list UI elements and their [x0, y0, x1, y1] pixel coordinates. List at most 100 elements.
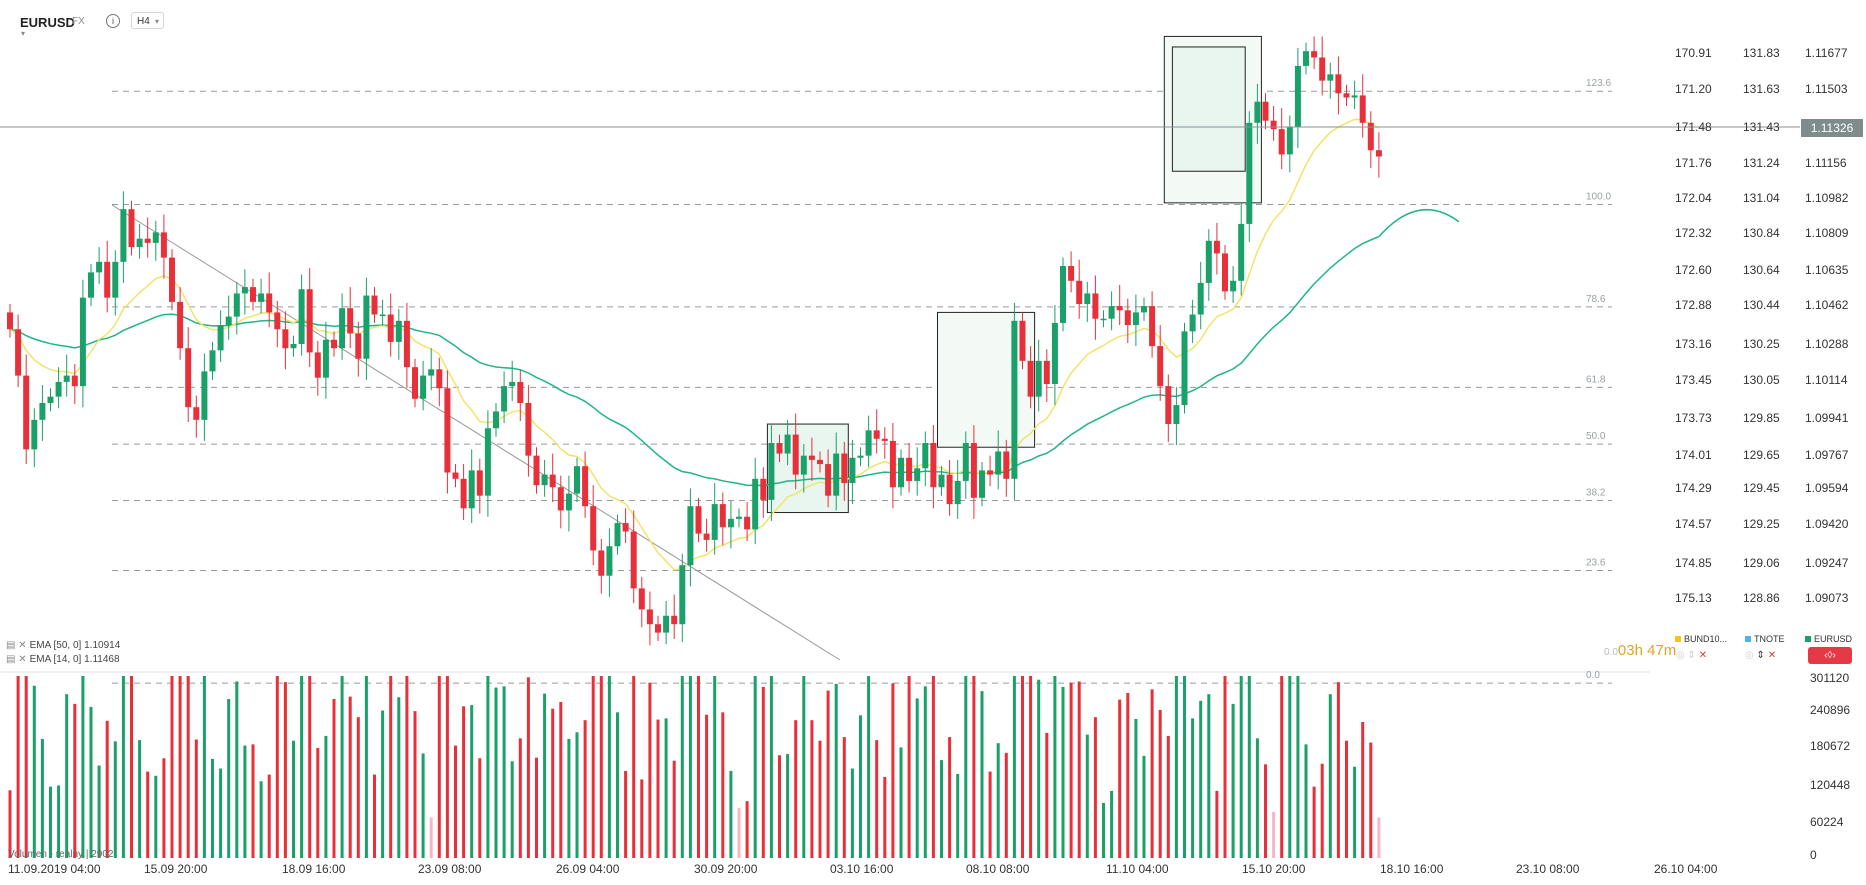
candle-body	[23, 375, 30, 450]
volume-bar	[381, 710, 385, 858]
volume-bar	[146, 771, 150, 858]
candle-body	[646, 609, 653, 625]
candle-body	[1084, 293, 1091, 304]
volume-bar	[267, 774, 271, 858]
candle-body	[906, 457, 913, 481]
legend-tnote[interactable]: TNOTE	[1745, 634, 1785, 644]
candle-body	[1311, 51, 1318, 58]
candle-body	[501, 386, 508, 412]
candle-body	[1173, 405, 1180, 425]
legend-bund[interactable]: BUND10...	[1675, 634, 1727, 644]
volume-bar	[186, 676, 190, 858]
y-tick-bund: 174.85	[1675, 556, 1712, 570]
candle-body	[525, 402, 532, 456]
y-tick-tnote: 129.85	[1743, 411, 1780, 425]
x-tick-label: 15.10 20:00	[1242, 862, 1306, 876]
menu-icon[interactable]: ▤ ✕	[6, 654, 27, 665]
fib-level-label: 0.0	[1586, 670, 1600, 681]
candle-body	[258, 293, 265, 302]
chevron-down-icon: ▾	[154, 17, 159, 26]
ema-50-indicator[interactable]: ▤ ✕ EMA [50, 0] 1.10914	[6, 640, 120, 651]
y-tick-eurusd: 1.10114	[1805, 373, 1848, 387]
candle-body	[954, 480, 961, 505]
eurusd-toggle-button[interactable]: ‹◊›	[1808, 647, 1852, 664]
volume-bar	[567, 738, 571, 858]
candle-body	[387, 314, 394, 342]
candle-body	[1222, 253, 1228, 292]
y-tick-bund: 174.01	[1675, 448, 1712, 462]
volume-bar	[591, 676, 595, 858]
trend-line	[111, 204, 841, 661]
volume-bar	[1126, 692, 1130, 858]
eye-icon[interactable]: ◎	[1745, 650, 1754, 661]
info-icon[interactable]: i	[106, 14, 120, 28]
candle-body	[96, 261, 103, 273]
reorder-icon[interactable]: ⇕	[1687, 650, 1696, 661]
candle-body	[930, 443, 937, 488]
candle-body	[574, 466, 580, 494]
volume-bar	[81, 676, 85, 858]
volume-bar	[1029, 676, 1033, 858]
highlight-box	[937, 311, 1036, 448]
volume-bar	[729, 770, 733, 858]
candle-body	[436, 369, 443, 389]
eye-icon[interactable]: ◎	[1676, 650, 1685, 661]
candle-body	[169, 257, 175, 302]
volume-bar	[688, 676, 692, 858]
candle-body	[889, 440, 896, 488]
volume-bar	[65, 694, 69, 858]
candle-body	[177, 301, 184, 349]
candle-body	[339, 308, 346, 349]
volume-bar	[308, 676, 312, 858]
legend-tnote-controls[interactable]: ◎ ⇕ ✕	[1745, 650, 1776, 661]
volume-bar	[737, 807, 741, 858]
candle-body	[120, 209, 127, 262]
candle-body	[590, 506, 597, 551]
ema-14-indicator[interactable]: ▤ ✕ EMA [14, 0] 1.11468	[6, 654, 120, 665]
symbol-label[interactable]: EURUSD	[20, 15, 75, 30]
volume-tick: 0	[1810, 848, 1817, 862]
volume-bar	[1069, 682, 1073, 858]
candle-body	[266, 293, 273, 313]
volume-bar	[721, 712, 725, 858]
volume-tick: 301120	[1810, 671, 1849, 685]
volume-indicator-label[interactable]: Volumen - realny | 2902	[8, 849, 114, 860]
menu-icon[interactable]: ▤ ✕	[6, 640, 27, 651]
timeframe-select[interactable]: H4 ▾	[131, 12, 164, 29]
candle-body	[833, 453, 840, 496]
y-tick-bund: 172.32	[1675, 226, 1712, 240]
y-tick-bund: 171.76	[1675, 156, 1712, 170]
candle-body	[298, 289, 305, 344]
y-tick-tnote: 131.63	[1743, 82, 1780, 96]
candle-body	[695, 506, 702, 534]
legend-swatch	[1675, 636, 1681, 642]
ema-50-value: 1.10914	[84, 640, 121, 651]
candle-body	[185, 348, 192, 408]
caret-down-icon[interactable]: ▾	[21, 29, 26, 38]
candle-body	[671, 615, 678, 625]
candle-body	[1003, 451, 1010, 479]
volume-bar	[543, 693, 547, 858]
close-icon[interactable]: ✕	[1698, 650, 1708, 661]
candle-body	[784, 434, 791, 454]
candle-body	[347, 308, 354, 334]
y-tick-bund: 174.29	[1675, 481, 1712, 495]
candle-body	[193, 407, 200, 420]
volume-bar	[1336, 682, 1340, 858]
close-icon[interactable]: ✕	[1767, 650, 1777, 661]
candle-body	[703, 533, 710, 540]
volume-bar	[454, 745, 457, 858]
volume-bar	[1231, 703, 1235, 858]
legend-bund-controls[interactable]: ◎ ⇕ ✕	[1676, 650, 1707, 661]
legend-eurusd[interactable]: EURUSD	[1805, 634, 1852, 644]
volume-bar	[300, 676, 304, 858]
volume-bar	[373, 774, 376, 858]
candle-countdown: 0.003h 47m	[1604, 642, 1676, 659]
reorder-icon[interactable]: ⇕	[1756, 650, 1765, 661]
volume-bar	[1158, 709, 1162, 858]
volume-bar	[138, 740, 142, 858]
volume-bar	[105, 720, 109, 858]
candle-body	[1124, 310, 1131, 326]
ema-50-name: EMA	[29, 640, 51, 651]
